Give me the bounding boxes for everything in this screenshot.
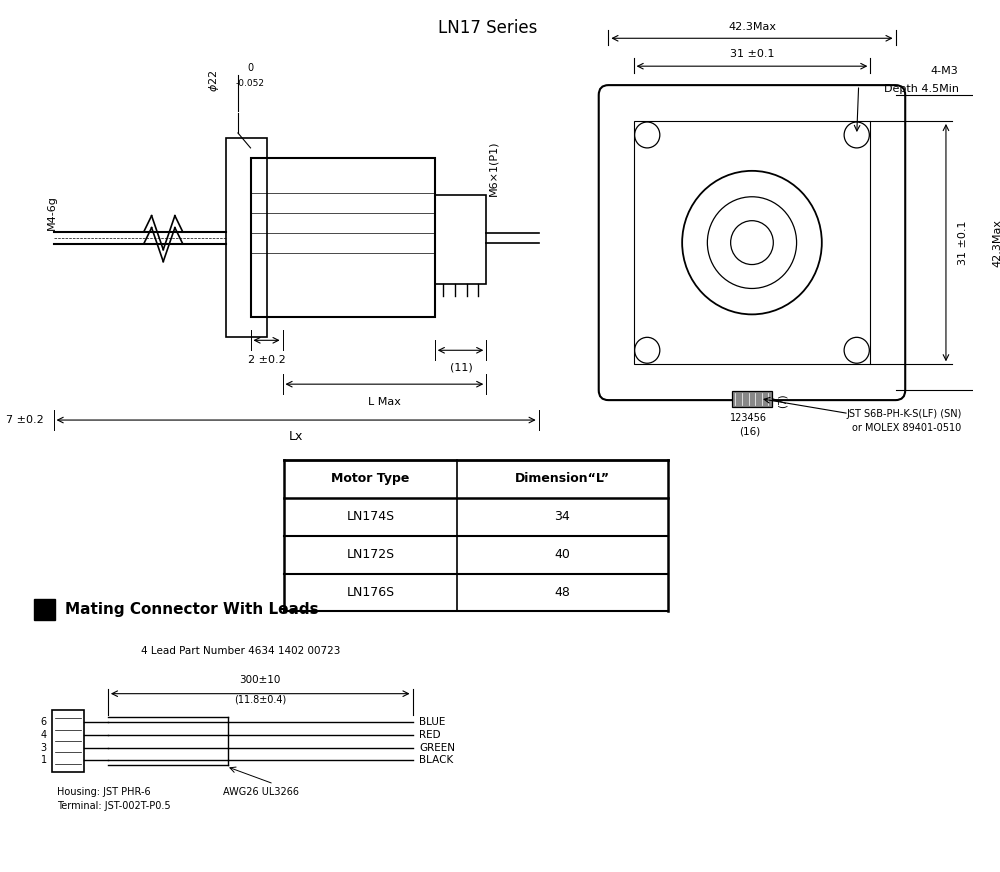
Text: M6×1(P1): M6×1(P1) [488, 140, 498, 195]
Text: L Max: L Max [368, 397, 401, 407]
Text: 31 ±0.1: 31 ±0.1 [730, 49, 774, 59]
Text: 3: 3 [41, 742, 47, 753]
Text: AWG26 UL3266: AWG26 UL3266 [223, 787, 299, 797]
Text: 6: 6 [41, 717, 47, 726]
Text: (7): (7) [778, 393, 788, 408]
Text: 31 ±0.1: 31 ±0.1 [958, 221, 968, 265]
Text: 123456: 123456 [730, 412, 767, 423]
Text: LN176S: LN176S [347, 586, 395, 599]
Text: BLUE: BLUE [419, 717, 446, 726]
Bar [435, 194, 486, 284]
Text: GREEN: GREEN [419, 742, 455, 753]
Text: LN174S: LN174S [347, 510, 395, 523]
Text: LN172S: LN172S [347, 548, 395, 561]
Text: -0.052: -0.052 [236, 78, 265, 87]
Text: 40: 40 [554, 548, 570, 561]
Text: or MOLEX 89401-0510: or MOLEX 89401-0510 [852, 423, 961, 433]
Bar [634, 121, 870, 364]
Bar [52, 710, 84, 772]
Text: (11.8±0.4): (11.8±0.4) [234, 695, 286, 705]
Text: Lx: Lx [289, 431, 303, 444]
Text: Motor Type: Motor Type [331, 473, 410, 486]
Text: Depth 4.5Min: Depth 4.5Min [884, 84, 959, 94]
Text: (16): (16) [739, 426, 761, 437]
Text: 4 Lead Part Number 4634 1402 00723: 4 Lead Part Number 4634 1402 00723 [141, 646, 341, 657]
Bar [251, 158, 435, 317]
Text: $\phi$22: $\phi$22 [207, 70, 221, 92]
Text: M4-6g: M4-6g [47, 195, 57, 230]
Text: 300±10: 300±10 [240, 675, 281, 685]
Text: Terminal: JST-002T-P0.5: Terminal: JST-002T-P0.5 [57, 800, 170, 811]
Text: 42.3Max: 42.3Max [728, 23, 776, 32]
Text: Housing: JST PHR-6: Housing: JST PHR-6 [57, 787, 150, 797]
Text: 4: 4 [41, 730, 47, 739]
Text: 48: 48 [554, 586, 570, 599]
Text: 42.3Max: 42.3Max [993, 219, 1000, 267]
Text: BLACK: BLACK [419, 755, 454, 766]
Text: 2 ±0.2: 2 ±0.2 [248, 355, 286, 365]
Bar [226, 138, 267, 337]
Bar [732, 391, 772, 406]
Text: Mating Connector With Leads: Mating Connector With Leads [65, 602, 319, 617]
Text: 4-M3: 4-M3 [931, 66, 959, 76]
Text: RED: RED [419, 730, 441, 739]
Text: 34: 34 [554, 510, 570, 523]
Text: LN17 Series: LN17 Series [438, 19, 538, 37]
Bar [34, 599, 55, 620]
Text: JST S6B-PH-K-S(LF) (SN): JST S6B-PH-K-S(LF) (SN) [846, 409, 961, 419]
Text: (11): (11) [450, 362, 472, 372]
Text: 1: 1 [41, 755, 47, 766]
Text: 7 ±0.2: 7 ±0.2 [6, 415, 43, 425]
Text: 0: 0 [247, 63, 254, 73]
Text: Dimension“L”: Dimension“L” [515, 473, 610, 486]
